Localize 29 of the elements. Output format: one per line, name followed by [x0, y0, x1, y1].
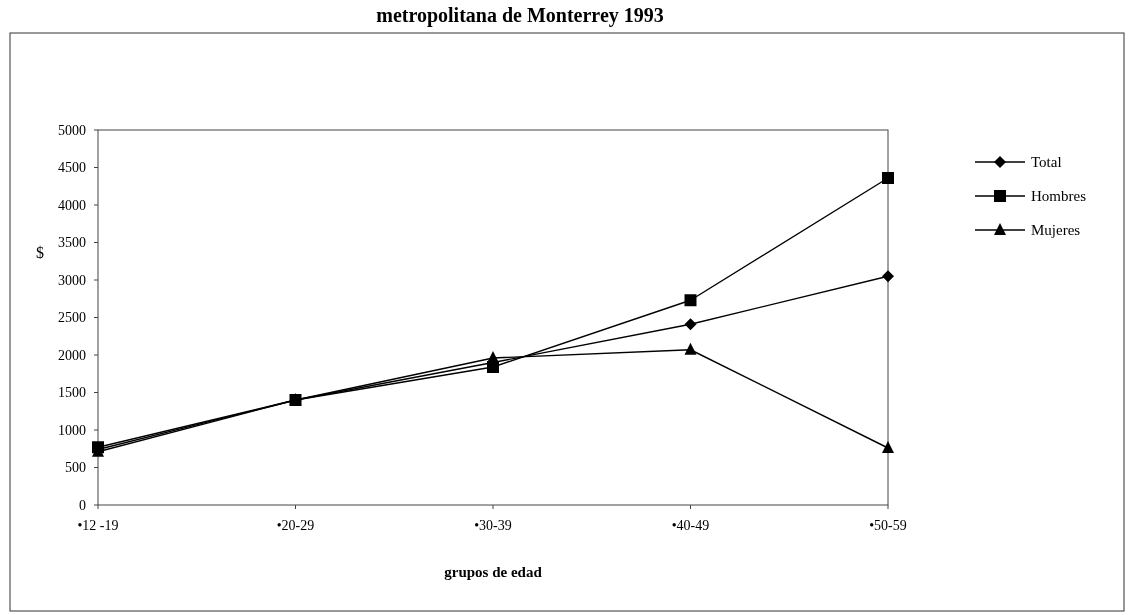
y-tick-label: 3500 [58, 235, 86, 251]
point [882, 270, 894, 283]
point [882, 441, 894, 453]
legend-label: Mujeres [1031, 222, 1081, 239]
y-tick-label: 5000 [58, 122, 86, 138]
point [684, 318, 697, 331]
y-axis-title: $ [36, 244, 44, 261]
y-tick-label: 4500 [58, 160, 86, 176]
x-tick-label: •30-39 [474, 518, 512, 533]
x-axis-title: grupos de edad [444, 564, 543, 580]
point [684, 342, 697, 355]
y-tick-label: 2000 [58, 347, 86, 363]
point [487, 361, 499, 373]
x-tick-label: •40-49 [671, 518, 710, 533]
chart-title: metropolitana de Monterrey 1993 [376, 4, 664, 27]
y-tick-label: 2500 [58, 310, 86, 326]
x-tick-label: •20-29 [276, 518, 315, 533]
point [684, 294, 697, 307]
x-tick-label: •50-59 [869, 518, 907, 533]
y-tick-label: 1500 [58, 385, 86, 401]
y-tick-label: 4000 [58, 197, 86, 213]
legend-label: Total [1031, 154, 1062, 171]
y-tick-label: 500 [65, 460, 86, 476]
point [882, 172, 894, 184]
y-tick-label: 1000 [58, 422, 86, 438]
y-tick-label: 0 [79, 497, 86, 513]
legend-label: Hombres [1031, 188, 1087, 205]
x-tick-label: •12 -19 [77, 518, 119, 533]
y-tick-label: 3000 [58, 272, 86, 288]
